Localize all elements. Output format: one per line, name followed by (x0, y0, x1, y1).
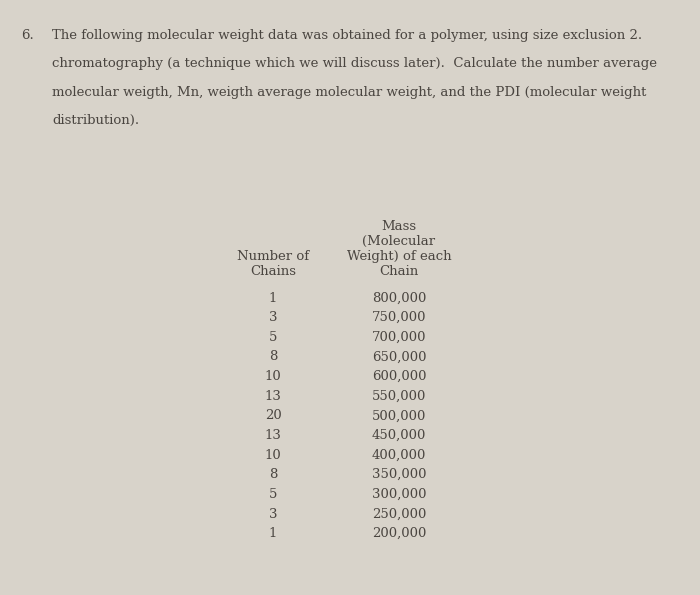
Text: 700,000: 700,000 (372, 331, 426, 344)
Text: Chain: Chain (379, 265, 419, 278)
Text: 10: 10 (265, 449, 281, 462)
Text: chromatography (a technique which we will discuss later).  Calculate the number : chromatography (a technique which we wil… (52, 57, 657, 70)
Text: Mass: Mass (382, 220, 416, 233)
Text: 650,000: 650,000 (372, 350, 426, 364)
Text: 8: 8 (269, 468, 277, 481)
Text: 6.: 6. (21, 29, 34, 42)
Text: 5: 5 (269, 331, 277, 344)
Text: 350,000: 350,000 (372, 468, 426, 481)
Text: 20: 20 (265, 409, 281, 422)
Text: 450,000: 450,000 (372, 429, 426, 442)
Text: molecular weigth, Mn, weigth average molecular weight, and the PDI (molecular we: molecular weigth, Mn, weigth average mol… (52, 86, 647, 99)
Text: 500,000: 500,000 (372, 409, 426, 422)
Text: 400,000: 400,000 (372, 449, 426, 462)
Text: (Molecular: (Molecular (363, 235, 435, 248)
Text: Number of: Number of (237, 250, 309, 263)
Text: Chains: Chains (250, 265, 296, 278)
Text: The following molecular weight data was obtained for a polymer, using size exclu: The following molecular weight data was … (52, 29, 643, 42)
Text: distribution).: distribution). (52, 114, 139, 127)
Text: 600,000: 600,000 (372, 370, 426, 383)
Text: 750,000: 750,000 (372, 311, 426, 324)
Text: 250,000: 250,000 (372, 508, 426, 521)
Text: 300,000: 300,000 (372, 488, 426, 501)
Text: 1: 1 (269, 292, 277, 305)
Text: Weight) of each: Weight) of each (346, 250, 452, 263)
Text: 8: 8 (269, 350, 277, 364)
Text: 3: 3 (269, 311, 277, 324)
Text: 5: 5 (269, 488, 277, 501)
Text: 200,000: 200,000 (372, 527, 426, 540)
Text: 10: 10 (265, 370, 281, 383)
Text: 13: 13 (265, 429, 281, 442)
Text: 800,000: 800,000 (372, 292, 426, 305)
Text: 1: 1 (269, 527, 277, 540)
Text: 550,000: 550,000 (372, 390, 426, 403)
Text: 13: 13 (265, 390, 281, 403)
Text: 3: 3 (269, 508, 277, 521)
